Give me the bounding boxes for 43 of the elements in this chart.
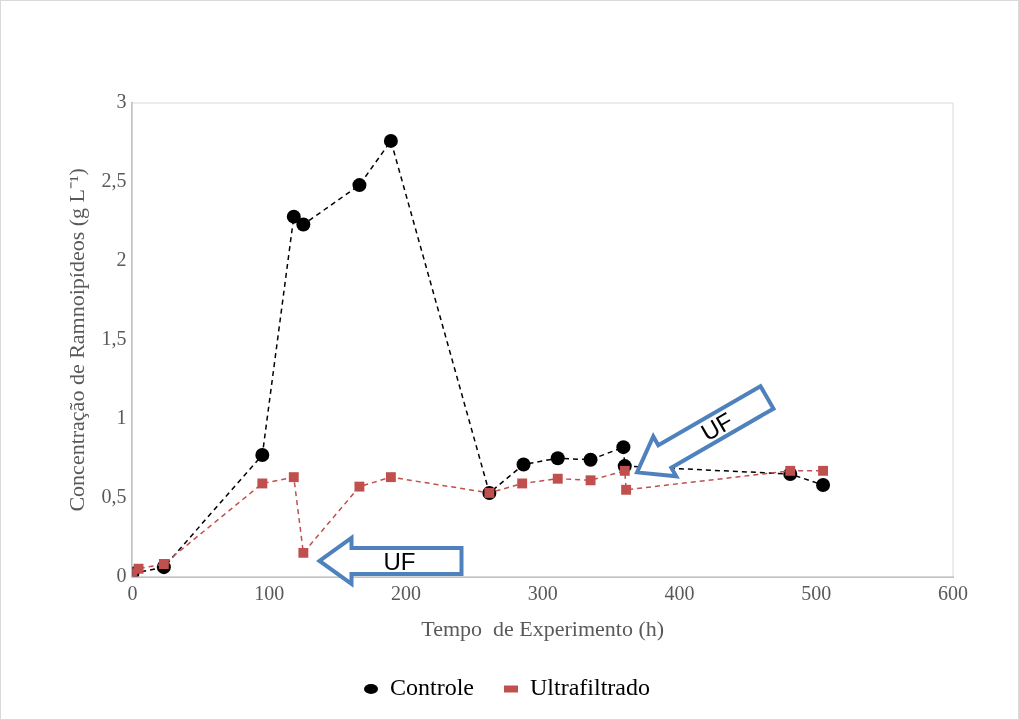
point xyxy=(158,559,169,569)
y-tick-label: 2,5 xyxy=(101,169,127,192)
point xyxy=(583,452,598,467)
x-tick-label: 400 xyxy=(664,581,695,604)
y-tick-label: 0,5 xyxy=(101,484,127,507)
point xyxy=(816,478,831,493)
point xyxy=(352,178,367,193)
point xyxy=(517,478,528,489)
point xyxy=(550,451,565,466)
y-axis-title: Concentração de Ramnoipídeos (g L⁻¹) xyxy=(63,168,89,512)
point xyxy=(288,472,299,483)
point xyxy=(516,457,531,472)
x-tick-label: 100 xyxy=(254,581,285,604)
y-tick-label: 0 xyxy=(116,563,127,586)
point xyxy=(585,475,596,486)
y-tick-label: 3 xyxy=(116,90,127,113)
point xyxy=(619,465,630,476)
point xyxy=(385,472,396,483)
point xyxy=(255,448,270,463)
x-axis-title: Tempo de Experimento (h) xyxy=(421,615,665,641)
point xyxy=(133,563,144,574)
point xyxy=(354,481,365,492)
annotation: UF xyxy=(383,547,416,575)
point xyxy=(298,547,309,558)
point xyxy=(286,209,301,224)
point xyxy=(296,217,311,232)
legend-label: Ultrafiltrado xyxy=(530,674,650,701)
point xyxy=(818,465,829,476)
x-tick-label: 500 xyxy=(801,581,832,604)
y-tick-label: 1,5 xyxy=(101,327,127,350)
point xyxy=(621,484,632,495)
x-tick-label: 300 xyxy=(527,581,558,604)
legend-label: Controle xyxy=(390,674,475,701)
annotation: UF xyxy=(696,406,738,447)
point xyxy=(257,478,268,489)
y-tick-label: 1 xyxy=(116,405,127,428)
y-tick-label: 2 xyxy=(116,248,127,271)
point xyxy=(616,440,631,455)
point xyxy=(552,473,563,484)
point xyxy=(785,465,796,476)
point xyxy=(383,133,398,148)
x-tick-label: 600 xyxy=(938,581,968,604)
x-tick-label: 200 xyxy=(390,581,421,604)
